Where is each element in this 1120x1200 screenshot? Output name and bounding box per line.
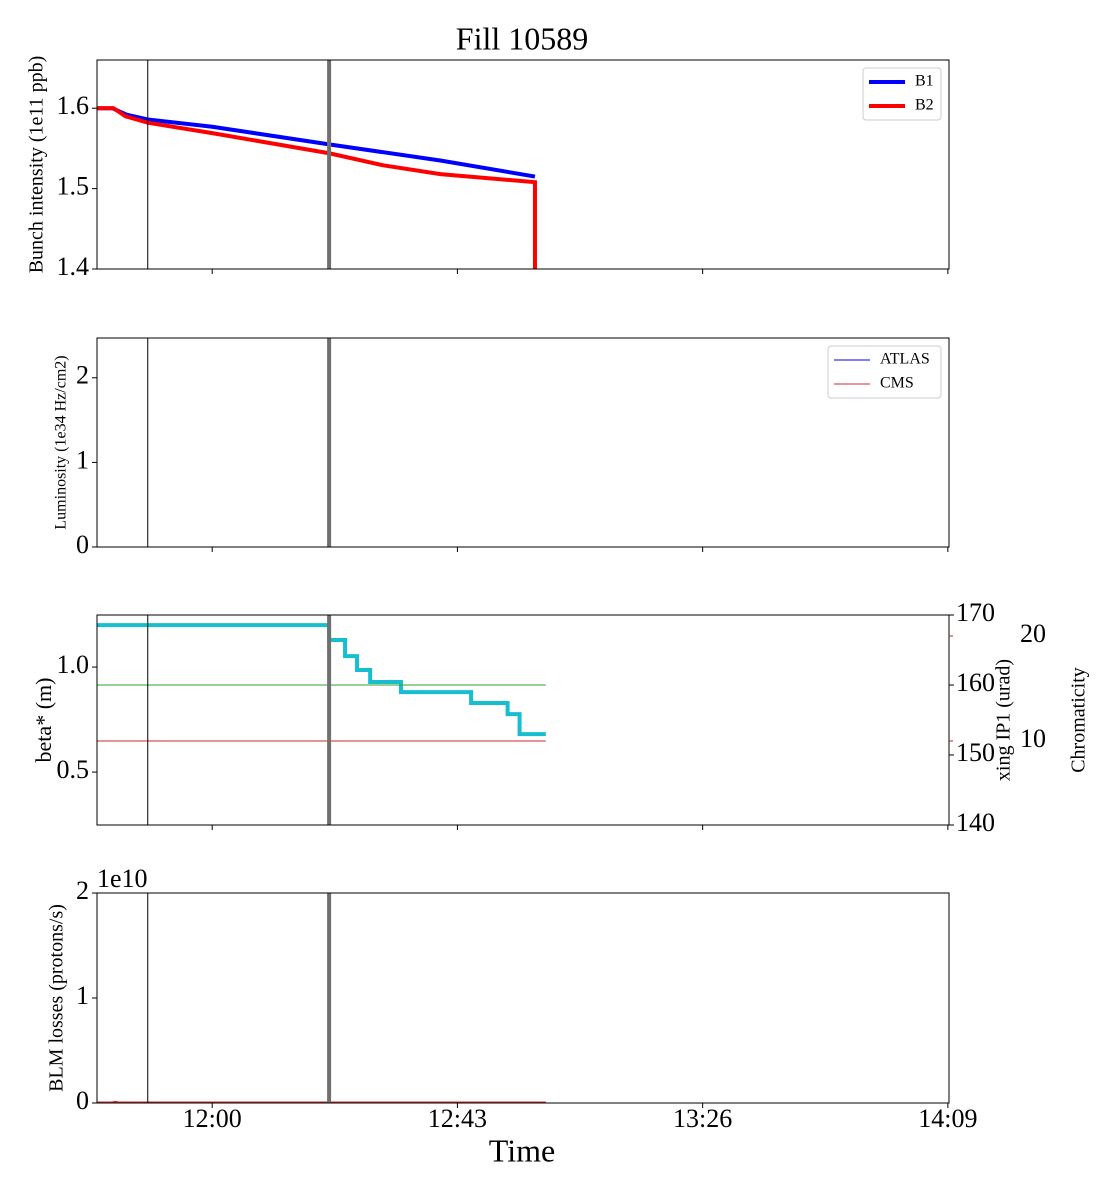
y-tick-label: 1.4 <box>57 252 90 281</box>
figure-title: Fill 10589 <box>456 20 588 56</box>
data-line <box>97 623 546 737</box>
x-tick-label: 12:00 <box>183 1104 242 1133</box>
plot-frame <box>96 892 950 1104</box>
y-tick-label: 2 <box>76 876 89 905</box>
y2-tick-label: 170 <box>956 598 995 627</box>
y-tick-label: 0.5 <box>57 755 90 784</box>
data-line <box>97 106 537 269</box>
legend-label: ATLAS <box>880 351 930 368</box>
y3-axis-label: Chromaticity <box>1068 667 1090 773</box>
y-tick-label: 2 <box>76 361 89 390</box>
x-tick-label: 14:09 <box>918 1104 977 1133</box>
y3-tick-label: 20 <box>1020 619 1046 648</box>
y-axis-label: beta* (m) <box>31 678 56 763</box>
legend-box <box>827 345 942 399</box>
y2-tick-label: 150 <box>956 738 995 767</box>
y-tick-label: 1 <box>76 445 89 474</box>
plot-frame <box>96 614 950 826</box>
y3-tick-label: 10 <box>1020 724 1046 753</box>
x-tick-label: 12:43 <box>428 1104 487 1133</box>
y-tick-label: 0 <box>76 530 89 559</box>
y2-axis-label: xing IP1 (urad) <box>993 659 1015 781</box>
x-tick-label: 13:26 <box>673 1104 732 1133</box>
y-tick-label: 1 <box>76 981 89 1010</box>
legend-label: B2 <box>915 97 934 114</box>
plot-frame <box>96 59 950 270</box>
y-tick-label: 1.0 <box>57 650 90 679</box>
plot-frame <box>96 337 950 548</box>
legend-label: CMS <box>880 375 914 392</box>
y-axis-label: BLM losses (protons/s) <box>46 904 68 1092</box>
y2-tick-label: 140 <box>956 808 995 837</box>
y-tick-label: 1.5 <box>57 172 90 201</box>
data-line <box>97 1100 546 1103</box>
y-axis-label: Luminosity (1e34 Hz/cm2) <box>53 355 70 529</box>
y-tick-label: 1.6 <box>57 91 90 120</box>
data-line <box>97 106 536 179</box>
y-axis-label: Bunch intensity (1e11 ppb) <box>26 56 48 274</box>
y-tick-label: 0 <box>76 1086 89 1115</box>
x-axis-label: Time <box>489 1132 555 1168</box>
offset-label: 1e10 <box>97 864 148 893</box>
legend-label: B1 <box>915 73 934 90</box>
y2-tick-label: 160 <box>956 668 995 697</box>
